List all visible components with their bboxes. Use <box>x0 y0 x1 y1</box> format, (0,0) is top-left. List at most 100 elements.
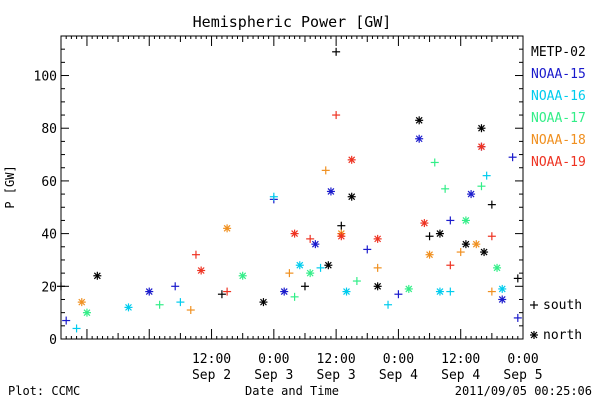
x-tick-label-time: 12:00 <box>441 352 480 367</box>
point-noaa-16 <box>342 287 351 296</box>
legend-item-noaa-16: NOAA-16 <box>531 89 586 104</box>
y-axis-label: P [GW] <box>3 165 17 208</box>
point-noaa-15 <box>326 187 335 196</box>
marker-legend-symbol <box>530 301 538 309</box>
point-noaa-16 <box>295 261 304 270</box>
point-noaa-17 <box>441 184 450 193</box>
legend-item-noaa-17: NOAA-17 <box>531 111 586 126</box>
marker-legend-label: south <box>543 298 582 313</box>
point-noaa-16 <box>482 171 491 180</box>
plot-frame <box>60 35 524 340</box>
data-points <box>57 47 522 333</box>
point-noaa-17 <box>290 292 299 301</box>
point-noaa-15 <box>280 287 289 296</box>
point-noaa-16 <box>316 263 325 272</box>
x-tick-label-time: 12:00 <box>192 352 231 367</box>
x-tick-label-date: Sep 5 <box>503 368 542 383</box>
point-noaa-17 <box>430 158 439 167</box>
point-noaa-19 <box>420 219 429 228</box>
point-noaa-19 <box>337 232 346 241</box>
y-axis: 0 20 40 60 80 100 <box>34 35 523 348</box>
point-noaa-16 <box>124 303 133 312</box>
point-metp-02 <box>487 200 496 209</box>
point-noaa-17 <box>155 300 164 309</box>
x-tick-label-time: 12:00 <box>317 352 356 367</box>
point-metp-02 <box>425 232 434 241</box>
point-noaa-15 <box>394 290 403 299</box>
point-noaa-19 <box>223 287 232 296</box>
point-noaa-18 <box>77 298 86 307</box>
y-tick-label: 80 <box>41 122 57 137</box>
point-noaa-18 <box>373 263 382 272</box>
marker-legend-label: north <box>543 328 582 343</box>
point-noaa-18 <box>487 287 496 296</box>
legend-item-noaa-19: NOAA-19 <box>531 155 586 170</box>
point-noaa-17 <box>82 308 91 317</box>
point-noaa-15 <box>513 313 522 322</box>
x-tick-label-time: 0:00 <box>258 352 289 367</box>
point-metp-02 <box>480 248 489 257</box>
point-noaa-18 <box>223 224 232 233</box>
y-tick-label: 40 <box>41 228 57 243</box>
point-noaa-16 <box>176 298 185 307</box>
point-noaa-15 <box>145 287 154 296</box>
marker-legend: south north <box>530 298 582 343</box>
marker-legend-symbol <box>530 331 538 339</box>
x-tick-label-date: Sep 3 <box>317 368 356 383</box>
point-noaa-18 <box>186 306 195 315</box>
y-tick-label: 0 <box>49 333 57 348</box>
point-noaa-17 <box>461 216 470 225</box>
point-noaa-16 <box>498 284 507 293</box>
point-metp-02 <box>217 290 226 299</box>
point-noaa-18 <box>472 240 481 249</box>
point-noaa-15 <box>467 190 476 199</box>
point-metp-02 <box>435 229 444 238</box>
legend-item-noaa-18: NOAA-18 <box>531 133 586 148</box>
y-tick-label: 20 <box>41 280 57 295</box>
point-noaa-19 <box>373 234 382 243</box>
point-noaa-19 <box>487 232 496 241</box>
x-axis-label: Date and Time <box>245 384 339 398</box>
point-noaa-15 <box>363 245 372 254</box>
legend-item-metp-02: METP-02 <box>531 45 586 60</box>
point-metp-02 <box>57 282 65 291</box>
point-noaa-19 <box>306 234 315 243</box>
point-noaa-16 <box>435 287 444 296</box>
point-metp-02 <box>477 124 486 133</box>
point-metp-02 <box>347 192 356 201</box>
point-metp-02 <box>337 221 346 230</box>
x-tick-label-date: Sep 3 <box>254 368 293 383</box>
point-noaa-16 <box>269 192 278 201</box>
point-noaa-19 <box>191 250 200 259</box>
y-tick-label: 60 <box>41 175 57 190</box>
plot-timestamp: 2011/09/05 00:25:06 <box>455 384 592 398</box>
point-noaa-15 <box>311 240 320 249</box>
point-metp-02 <box>373 282 382 291</box>
y-tick-label: 100 <box>34 70 57 85</box>
point-noaa-17 <box>306 269 315 278</box>
point-noaa-19 <box>446 261 455 270</box>
point-noaa-15 <box>171 282 180 291</box>
legend-item-noaa-15: NOAA-15 <box>531 67 586 82</box>
point-noaa-19 <box>332 111 341 120</box>
point-noaa-19 <box>197 266 206 275</box>
point-noaa-15 <box>508 153 517 162</box>
point-noaa-19 <box>477 142 486 151</box>
x-tick-label-time: 0:00 <box>383 352 414 367</box>
point-noaa-17 <box>352 277 361 286</box>
plot-credit: Plot: CCMC <box>8 384 80 398</box>
point-noaa-17 <box>238 271 247 280</box>
point-metp-02 <box>93 271 102 280</box>
point-noaa-19 <box>290 229 299 238</box>
point-noaa-17 <box>404 284 413 293</box>
point-noaa-18 <box>285 269 294 278</box>
point-noaa-15 <box>62 316 71 325</box>
point-noaa-15 <box>498 295 507 304</box>
chart-title: Hemispheric Power [GW] <box>193 13 392 31</box>
point-metp-02 <box>461 240 470 249</box>
point-noaa-16 <box>384 300 393 309</box>
point-noaa-18 <box>425 250 434 259</box>
point-metp-02 <box>259 298 268 307</box>
x-tick-label-date: Sep 2 <box>192 368 231 383</box>
